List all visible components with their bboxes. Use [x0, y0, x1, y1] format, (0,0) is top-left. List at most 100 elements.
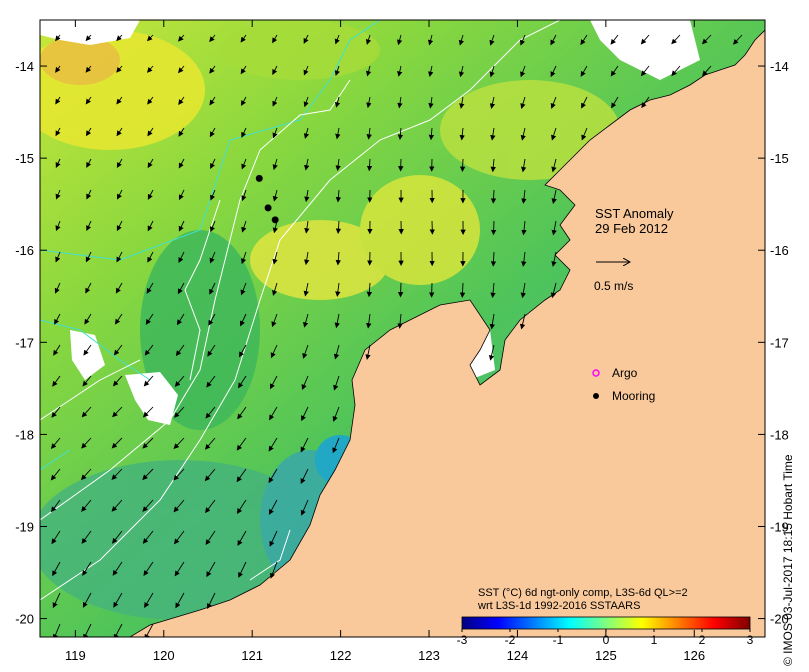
current-vector	[142, 468, 154, 481]
colorbar-caption-line1: SST (°C) 6d ngt-only comp, L3S-6d QL>=2	[478, 587, 688, 599]
current-vector	[178, 127, 185, 137]
current-vector	[268, 468, 278, 484]
current-vector	[55, 158, 61, 168]
current-vector	[732, 34, 743, 45]
current-vector	[143, 561, 154, 576]
current-vector	[113, 623, 123, 637]
current-vector	[241, 127, 247, 138]
current-vector	[269, 530, 278, 547]
current-vector	[580, 34, 588, 46]
current-vector	[113, 592, 123, 608]
current-vector	[397, 313, 403, 329]
current-vector	[147, 96, 154, 105]
current-vector	[147, 220, 154, 232]
lat-tick-label: -15	[15, 151, 34, 166]
current-vector	[114, 313, 123, 325]
current-vector	[335, 220, 342, 234]
current-vector	[241, 158, 247, 170]
current-vector	[53, 344, 61, 356]
colorbar-tick-label: 0	[603, 633, 610, 647]
current-vector	[334, 34, 340, 45]
current-vector	[240, 282, 247, 296]
current-vector	[84, 313, 92, 325]
current-vector	[178, 65, 185, 74]
current-vector	[550, 96, 557, 109]
current-vector	[82, 592, 92, 608]
current-vector	[81, 530, 92, 544]
current-vector	[366, 282, 373, 298]
current-vector	[304, 251, 310, 266]
current-vector	[490, 158, 496, 173]
current-vector	[428, 127, 435, 141]
current-vector	[113, 344, 123, 356]
current-vector	[86, 220, 92, 232]
current-vector	[238, 561, 247, 578]
lat-tick-label: -18	[770, 427, 789, 442]
current-vector	[207, 592, 216, 610]
current-vector	[458, 65, 465, 78]
current-vector	[116, 34, 123, 42]
current-vector	[178, 34, 185, 42]
current-vector	[610, 65, 619, 77]
current-vector	[116, 65, 123, 73]
current-vector	[85, 96, 92, 105]
current-vector	[302, 344, 309, 359]
current-vector	[365, 65, 372, 77]
current-vector	[334, 65, 340, 77]
colorbar: -3 -2 -1 0 1 2 3	[457, 616, 754, 647]
current-vector	[147, 127, 154, 137]
current-vector	[236, 499, 247, 514]
current-vector	[611, 96, 619, 109]
longitude-axis: 119 120 121 122 123 124 125 126	[65, 20, 705, 663]
current-vector	[209, 251, 216, 264]
current-vector	[54, 313, 61, 325]
mooring-markers	[255, 174, 279, 224]
current-vector	[50, 468, 61, 481]
current-vector	[238, 375, 247, 389]
current-vector	[206, 375, 216, 388]
current-vector	[458, 34, 464, 46]
current-vector	[272, 189, 278, 202]
mooring-label: Mooring	[612, 389, 655, 403]
current-vector	[116, 158, 123, 168]
current-vector	[459, 96, 465, 109]
current-vector	[397, 34, 403, 46]
current-vector	[303, 127, 310, 139]
mooring-point	[264, 204, 272, 212]
current-vector	[551, 220, 557, 236]
current-vector	[300, 437, 309, 453]
current-vector	[178, 96, 185, 105]
lat-tick-label: -14	[770, 59, 789, 74]
current-vector	[206, 561, 216, 578]
current-vector	[581, 96, 588, 109]
current-vector	[520, 34, 526, 46]
lat-tick-label: -20	[770, 612, 789, 627]
current-vector	[303, 282, 309, 297]
current-vector	[209, 96, 216, 106]
current-vector	[55, 34, 61, 42]
current-vector	[209, 127, 216, 138]
current-vector	[174, 406, 185, 418]
current-vector	[83, 344, 92, 356]
current-vector	[272, 34, 278, 44]
current-vector	[521, 189, 527, 204]
colorbar-tick-label: 3	[747, 633, 754, 647]
map-title-line1: SST Anomaly	[595, 206, 674, 221]
current-vector	[116, 189, 123, 200]
current-vector	[82, 561, 92, 576]
current-vectors	[50, 34, 743, 637]
current-vector	[490, 282, 496, 299]
current-vector	[239, 313, 247, 327]
current-vector	[236, 468, 247, 483]
colorbar-tick-label: -3	[457, 633, 468, 647]
isobath-lines	[40, 20, 381, 471]
lat-tick-label: -16	[15, 243, 34, 258]
current-vector	[85, 282, 92, 294]
current-vector	[272, 96, 278, 107]
current-vector	[550, 282, 557, 299]
current-vector	[490, 127, 496, 141]
colorbar-tick-label: 1	[651, 633, 658, 647]
current-vector	[640, 34, 650, 45]
current-vector	[268, 499, 278, 515]
